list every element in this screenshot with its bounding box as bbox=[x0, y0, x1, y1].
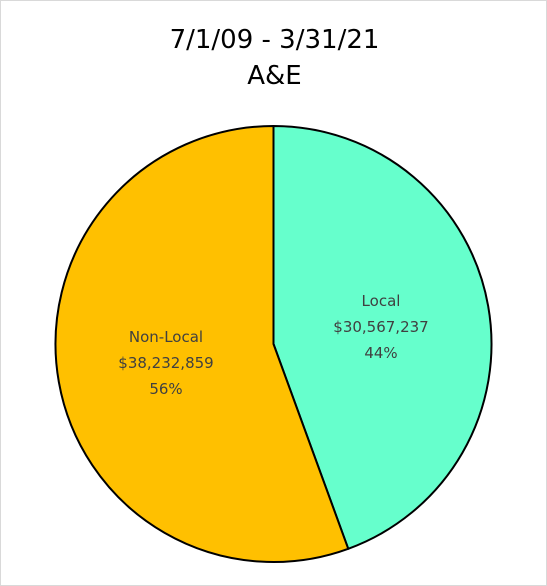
slice-label-local-percent: 44% bbox=[364, 344, 397, 362]
slice-label-non-local: Non-Local $38,232,859 56% bbox=[118, 328, 213, 398]
chart-title-line-1: 7/1/09 - 3/31/21 bbox=[169, 25, 380, 55]
pie-slices bbox=[54, 125, 493, 563]
slice-label-non-local-percent: 56% bbox=[149, 380, 182, 398]
slice-label-local-name: Local bbox=[362, 292, 401, 310]
chart-title-line-2: A&E bbox=[247, 61, 302, 91]
slice-label-local: Local $30,567,237 44% bbox=[333, 292, 428, 362]
slice-label-non-local-value: $38,232,859 bbox=[118, 354, 213, 372]
pie-slice-local bbox=[272, 125, 493, 550]
pie-slice-non-local bbox=[54, 125, 350, 563]
slice-label-local-value: $30,567,237 bbox=[333, 318, 428, 336]
slice-label-non-local-name: Non-Local bbox=[129, 328, 203, 346]
